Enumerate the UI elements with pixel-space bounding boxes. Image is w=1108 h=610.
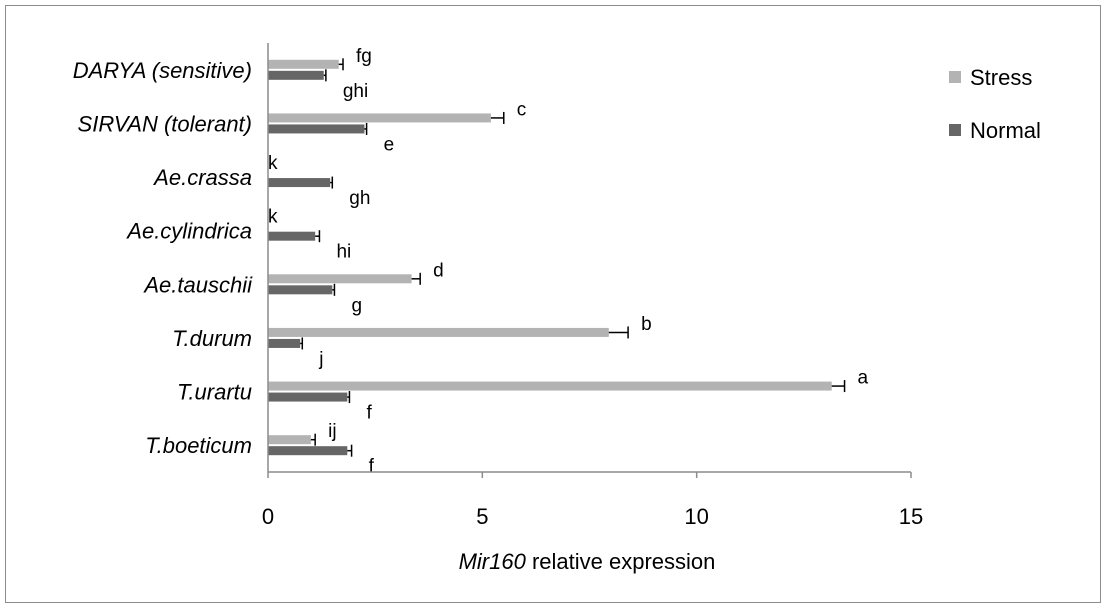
bar-normal — [268, 446, 348, 456]
x-axis-title-rest: relative expression — [526, 549, 716, 574]
category-label: T.durum — [172, 326, 252, 351]
significance-label: f — [369, 456, 375, 477]
bar-normal — [268, 70, 324, 80]
significance-label: e — [384, 134, 395, 155]
bar-normal — [268, 338, 301, 348]
bar-normal — [268, 392, 348, 402]
category-label: DARYA (sensitive) — [73, 58, 252, 83]
significance-label: d — [433, 260, 444, 281]
x-ticks-group: 0 5 10 15 — [262, 472, 923, 529]
x-tick-label: 5 — [476, 504, 488, 529]
significance-label: ghi — [343, 81, 368, 102]
significance-label: k — [268, 207, 278, 228]
significance-label: a — [858, 368, 869, 389]
significance-label: g — [351, 295, 362, 316]
legend-swatch-normal — [949, 124, 961, 136]
category-label: T.boeticum — [145, 433, 252, 458]
category-label: T.urartu — [177, 380, 252, 405]
bar-normal — [268, 231, 316, 241]
significance-label: k — [268, 153, 278, 174]
legend: Stress Normal — [949, 65, 1041, 143]
legend-label-stress: Stress — [970, 65, 1032, 90]
significance-label: ij — [328, 421, 336, 442]
category-label: Ae.crassa — [152, 165, 252, 190]
bar-normal — [268, 285, 333, 295]
significance-label: fg — [356, 46, 372, 67]
category-label: Ae.cylindrica — [125, 219, 252, 244]
category-label: SIRVAN (tolerant) — [78, 111, 252, 136]
x-tick-label: 15 — [899, 504, 923, 529]
bar-normal — [268, 124, 365, 134]
x-tick-label: 0 — [262, 504, 274, 529]
significance-label: b — [641, 314, 652, 335]
significance-label: gh — [349, 188, 370, 209]
significance-label: hi — [336, 242, 351, 263]
bar-stress — [268, 113, 491, 123]
bar-stress — [268, 274, 412, 284]
legend-label-normal: Normal — [970, 118, 1041, 143]
bar-normal — [268, 178, 331, 188]
category-label: Ae.tauschii — [142, 272, 253, 297]
bars-group: fg ghi c e k gh k hi d g b j a f ij f — [268, 46, 869, 477]
x-axis-title: Mir160 relative expression — [459, 549, 716, 574]
bar-stress — [268, 59, 339, 69]
significance-label: j — [318, 349, 323, 370]
x-axis-title-italic: Mir160 — [459, 549, 527, 574]
bar-stress — [268, 435, 311, 445]
bar-stress — [268, 381, 832, 391]
category-labels-group: DARYA (sensitive) SIRVAN (tolerant) Ae.cra… — [73, 58, 253, 458]
chart-frame — [5, 5, 1101, 603]
x-tick-label: 10 — [684, 504, 708, 529]
significance-label: f — [366, 403, 372, 424]
legend-swatch-stress — [949, 71, 961, 83]
significance-label: c — [517, 99, 527, 120]
bar-stress — [268, 327, 609, 337]
